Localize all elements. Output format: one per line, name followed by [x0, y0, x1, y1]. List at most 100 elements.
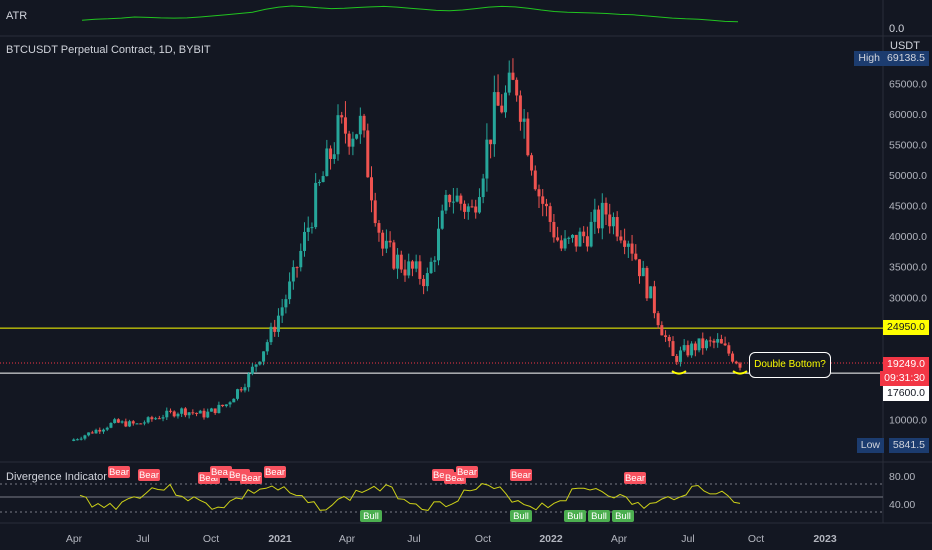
bull-badge-bg: [564, 510, 586, 522]
bear-badge: Bear: [264, 466, 286, 478]
candle-body: [723, 343, 727, 346]
candle-body: [105, 427, 109, 430]
candle-body: [388, 240, 392, 243]
candle-body: [310, 227, 314, 229]
candle-body: [373, 200, 377, 224]
candle-body: [537, 189, 541, 197]
bear-badge: Bear: [210, 466, 232, 478]
time-tick-label: 2022: [539, 533, 563, 545]
price-tick-label: 40000.0: [889, 231, 927, 243]
candle-body: [585, 236, 589, 247]
candle-body: [113, 419, 117, 423]
candle-body: [638, 259, 641, 277]
bear-badge: Bear: [624, 472, 646, 484]
candle-body: [102, 429, 105, 432]
candle-body: [463, 203, 467, 212]
divergence-label: Divergence Indicator: [6, 471, 107, 483]
candle-body: [236, 389, 239, 399]
candle-body: [530, 155, 534, 171]
candle-body: [202, 410, 206, 418]
bear-badge-text: Bear: [211, 467, 231, 478]
candle-body: [604, 202, 608, 215]
candle-body: [682, 345, 686, 351]
time-tick-label: Oct: [748, 533, 764, 545]
candle-body: [135, 423, 139, 425]
candle-body: [172, 411, 176, 417]
price-tick-label: 65000.0: [889, 78, 927, 90]
candle-body: [500, 105, 504, 113]
bear-badge-text: Bear: [511, 470, 531, 481]
candle-body: [325, 148, 329, 177]
bear-badge-bg: [210, 466, 232, 478]
candle-body: [79, 438, 83, 440]
currency-label: USDT: [890, 40, 920, 52]
bear-badge-text: Bear: [109, 467, 129, 478]
candle-body: [429, 261, 433, 274]
time-tick-label: Oct: [203, 533, 219, 545]
candle-body: [407, 261, 411, 276]
candle-body: [410, 261, 414, 269]
bear-badge-bg: [240, 472, 262, 484]
bear-badge-bg: [624, 472, 646, 484]
candle-body: [448, 194, 452, 203]
candle-body: [716, 339, 720, 343]
atr-label: ATR: [6, 10, 28, 22]
last-price-tag: 19249.0: [883, 357, 929, 372]
candle-body: [176, 413, 180, 417]
candle-body: [548, 206, 552, 222]
bear-badge-bg: [456, 466, 478, 478]
support-tag: 17600.0: [883, 386, 929, 401]
candle-body: [437, 228, 440, 261]
candle-body: [701, 338, 705, 349]
candle-body: [209, 408, 213, 412]
candle-body: [634, 253, 638, 260]
price-tick-label: 60000.0: [889, 109, 927, 121]
bull-badge: Bull: [564, 510, 586, 522]
candle-body: [347, 133, 351, 147]
high-label: High: [854, 51, 884, 66]
bear-badge-text: Bear: [229, 470, 249, 481]
candle-body: [317, 182, 321, 184]
candle-body: [243, 387, 247, 391]
candle-body: [571, 234, 574, 238]
bear-badge-text: Bear: [445, 473, 465, 484]
candle-body: [221, 404, 225, 407]
bull-badge-text: Bull: [567, 511, 583, 522]
bear-badge-text: Bear: [199, 473, 219, 484]
candle-body: [90, 432, 94, 434]
bear-badge-text: Bear: [457, 467, 477, 478]
candle-body: [541, 196, 545, 204]
candle-body: [332, 154, 336, 159]
candle-body: [455, 195, 459, 202]
candle-body: [559, 240, 563, 249]
bear-badge: Bear: [138, 469, 160, 481]
double-bottom-callout[interactable]: Double Bottom?: [749, 352, 831, 378]
candle-body: [690, 343, 694, 356]
candle-body: [198, 410, 202, 414]
candle-body: [652, 286, 656, 314]
candle-body: [295, 267, 299, 269]
candle-body: [675, 356, 679, 362]
candle-body: [358, 115, 362, 135]
time-tick-label: Apr: [66, 533, 83, 545]
time-tick-label: Apr: [339, 533, 356, 545]
candle-body: [396, 254, 400, 269]
price-tick-label: 50000.0: [889, 170, 927, 182]
candle-body: [399, 254, 403, 270]
candle-body: [187, 412, 191, 416]
candle-body: [686, 345, 690, 356]
candle-body: [150, 417, 154, 420]
time-tick-label: Jul: [407, 533, 420, 545]
bottom-marker: [732, 370, 748, 375]
candle-body: [224, 404, 228, 407]
time-tick-label: 2021: [268, 533, 292, 545]
candle-body: [124, 421, 128, 427]
bull-badge: Bull: [360, 510, 382, 522]
candle-body: [355, 134, 359, 139]
candle-body: [131, 421, 135, 424]
candle-body: [288, 281, 292, 300]
div-tick-label: 40.00: [889, 499, 915, 511]
candle-body: [239, 389, 243, 391]
candle-body: [154, 418, 158, 420]
candle-body: [195, 412, 199, 414]
